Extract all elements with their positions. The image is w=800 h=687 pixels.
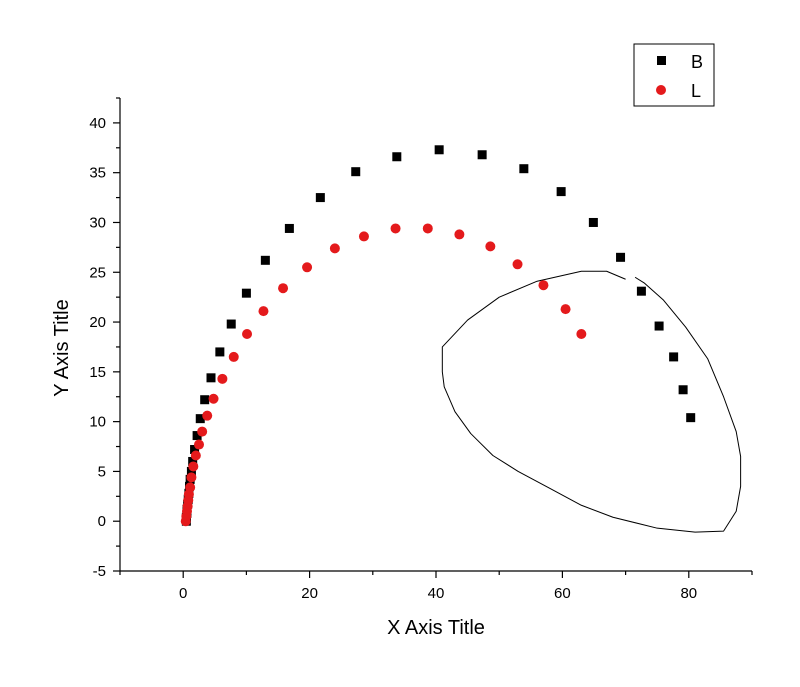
y-tick-label: 5 <box>98 463 106 480</box>
y-tick-label: 20 <box>89 314 106 331</box>
data-point-b <box>351 167 361 177</box>
y-tick-label: -5 <box>93 563 106 580</box>
y-tick-label: 35 <box>89 165 106 182</box>
data-point-l <box>185 482 196 493</box>
data-point-b <box>669 352 679 362</box>
data-point-b <box>200 395 210 405</box>
y-tick-labels: -5 0 5 10 15 20 25 30 35 40 <box>89 115 106 580</box>
data-point-b <box>654 321 664 331</box>
x-tick-label: 60 <box>554 585 571 602</box>
y-tick-label: 15 <box>89 364 106 381</box>
data-point-b <box>192 431 202 441</box>
data-point-b <box>686 413 696 423</box>
data-point-l <box>188 461 199 472</box>
data-point-l <box>302 262 313 273</box>
data-point-b <box>241 288 251 298</box>
data-point-l <box>197 426 208 437</box>
y-tick-label: 10 <box>89 414 106 431</box>
y-ticks <box>113 97 120 572</box>
legend-label-b: B <box>691 52 703 72</box>
legend-marker-b <box>657 56 666 65</box>
legend: B L <box>633 43 715 107</box>
data-point-l <box>576 329 587 340</box>
data-point-b <box>616 252 626 262</box>
data-point-l <box>278 283 289 294</box>
data-point-l <box>538 280 549 291</box>
y-tick-label: 40 <box>89 115 106 132</box>
x-tick-label: 80 <box>680 585 697 602</box>
series-b <box>181 145 696 526</box>
data-point-b <box>636 286 646 296</box>
x-ticks <box>119 571 753 578</box>
y-axis-title: Y Axis Title <box>51 299 73 396</box>
legend-label-l: L <box>691 81 701 101</box>
data-point-b <box>588 217 598 227</box>
data-point-b <box>215 347 225 357</box>
data-point-l <box>512 259 523 270</box>
data-point-b <box>284 223 294 233</box>
y-tick-label: 0 <box>98 513 106 530</box>
data-point-l <box>190 450 201 461</box>
data-point-l <box>202 410 213 421</box>
data-point-b <box>434 145 444 155</box>
x-tick-label: 0 <box>179 585 187 602</box>
data-point-l <box>186 472 197 483</box>
x-tick-label: 40 <box>428 585 445 602</box>
data-point-l <box>208 393 219 404</box>
data-point-b <box>206 373 216 383</box>
data-point-b <box>678 385 688 395</box>
y-tick-label: 25 <box>89 264 106 281</box>
data-point-l <box>358 231 369 242</box>
data-point-l <box>194 439 204 450</box>
series-layer <box>180 145 696 527</box>
axes: 0 20 40 60 80 -5 0 5 10 15 20 25 30 35 40 <box>89 97 753 602</box>
data-point-l <box>258 306 269 317</box>
x-axis-title: X Axis Title <box>387 617 485 639</box>
data-point-l <box>217 373 228 384</box>
data-point-b <box>195 414 205 424</box>
legend-marker-l <box>656 85 666 95</box>
data-point-l <box>422 223 433 234</box>
data-point-b <box>190 445 200 455</box>
data-point-l <box>242 329 253 340</box>
data-point-b <box>519 164 529 174</box>
data-point-l <box>329 243 340 254</box>
data-point-l <box>485 241 496 252</box>
x-tick-labels: 0 20 40 60 80 <box>179 585 697 602</box>
data-point-b <box>188 456 198 466</box>
data-point-l <box>560 304 571 315</box>
data-point-b <box>556 187 566 197</box>
x-tick-label: 20 <box>301 585 318 602</box>
data-point-b <box>226 319 236 329</box>
annotation-layer <box>441 270 742 533</box>
data-point-l <box>454 229 465 240</box>
data-point-l <box>228 351 239 362</box>
legend-box <box>633 43 715 107</box>
data-point-b <box>477 150 487 160</box>
freehand-annotation-loop <box>441 270 742 533</box>
data-point-l <box>390 223 401 234</box>
data-point-b <box>260 255 270 265</box>
data-point-b <box>186 466 196 476</box>
series-l <box>180 223 587 527</box>
y-tick-label: 30 <box>89 214 106 231</box>
data-point-b <box>315 193 325 203</box>
data-point-b <box>392 152 402 162</box>
